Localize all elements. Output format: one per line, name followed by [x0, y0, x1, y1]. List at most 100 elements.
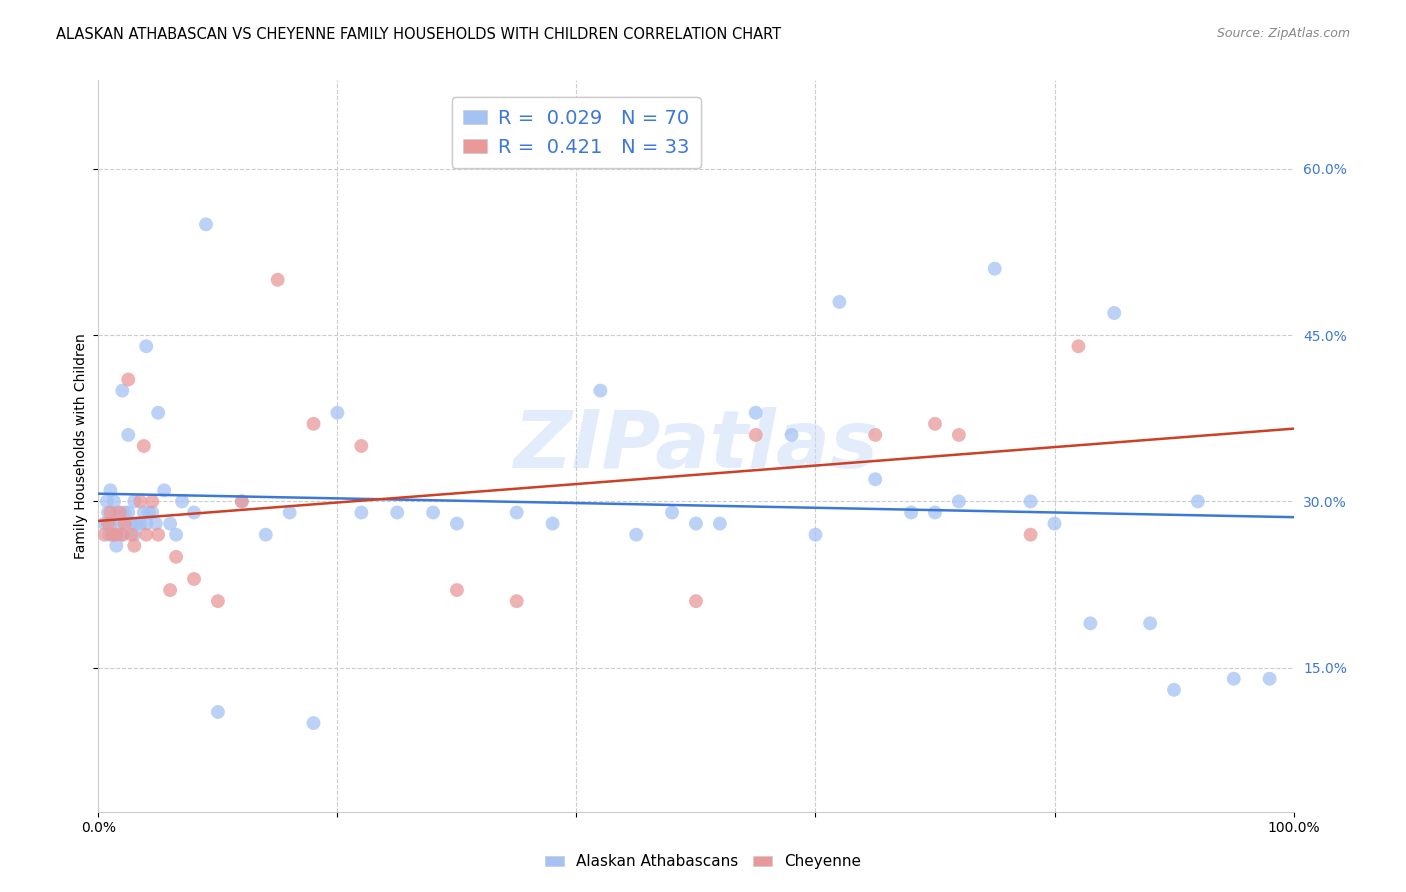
Point: [114, 516, 136, 531]
Point: [948, 428, 970, 442]
Point: [1104, 306, 1126, 320]
Point: [124, 527, 146, 541]
Point: [98, 527, 121, 541]
Point: [101, 527, 124, 541]
Point: [326, 406, 349, 420]
Point: [148, 527, 170, 541]
Point: [153, 483, 176, 498]
Point: [685, 594, 707, 608]
Point: [129, 494, 152, 508]
Point: [900, 506, 922, 520]
Point: [231, 494, 253, 508]
Point: [422, 506, 444, 520]
Point: [108, 516, 131, 531]
Point: [350, 439, 373, 453]
Point: [97, 516, 120, 531]
Point: [165, 527, 187, 541]
Point: [148, 406, 170, 420]
Point: [506, 594, 529, 608]
Point: [101, 527, 124, 541]
Point: [1223, 672, 1246, 686]
Point: [541, 516, 564, 531]
Point: [924, 417, 946, 431]
Point: [98, 516, 122, 531]
Point: [121, 527, 143, 541]
Point: [1139, 616, 1161, 631]
Point: [207, 594, 229, 608]
Legend: Alaskan Athabascans, Cheyenne: Alaskan Athabascans, Cheyenne: [538, 848, 868, 875]
Y-axis label: Family Households with Children: Family Households with Children: [75, 333, 89, 559]
Point: [506, 506, 529, 520]
Point: [135, 339, 157, 353]
Point: [129, 516, 152, 531]
Point: [183, 572, 205, 586]
Point: [159, 583, 181, 598]
Point: [709, 516, 731, 531]
Text: ALASKAN ATHABASCAN VS CHEYENNE FAMILY HOUSEHOLDS WITH CHILDREN CORRELATION CHART: ALASKAN ATHABASCAN VS CHEYENNE FAMILY HO…: [56, 27, 782, 42]
Point: [865, 428, 887, 442]
Point: [172, 494, 194, 508]
Point: [117, 372, 139, 386]
Point: [138, 506, 160, 520]
Point: [267, 273, 290, 287]
Point: [97, 506, 120, 520]
Point: [96, 494, 118, 508]
Point: [141, 494, 163, 508]
Point: [828, 294, 851, 309]
Point: [105, 506, 128, 520]
Point: [1258, 672, 1281, 686]
Point: [105, 539, 128, 553]
Point: [865, 472, 887, 486]
Text: Source: ZipAtlas.com: Source: ZipAtlas.com: [1216, 27, 1350, 40]
Point: [132, 439, 155, 453]
Point: [661, 506, 683, 520]
Point: [111, 527, 134, 541]
Point: [207, 705, 229, 719]
Point: [984, 261, 1007, 276]
Point: [145, 516, 167, 531]
Point: [125, 516, 148, 531]
Point: [135, 516, 157, 531]
Point: [948, 494, 970, 508]
Point: [132, 506, 155, 520]
Point: [111, 384, 134, 398]
Point: [1187, 494, 1209, 508]
Point: [254, 527, 277, 541]
Point: [93, 527, 115, 541]
Point: [98, 506, 122, 520]
Point: [1019, 527, 1042, 541]
Point: [195, 218, 218, 232]
Point: [108, 506, 131, 520]
Point: [231, 494, 253, 508]
Point: [446, 583, 468, 598]
Point: [1043, 516, 1066, 531]
Point: [103, 494, 125, 508]
Point: [141, 506, 163, 520]
Point: [1067, 339, 1090, 353]
Point: [93, 516, 115, 531]
Point: [117, 506, 139, 520]
Point: [446, 516, 468, 531]
Text: ZIPatlas: ZIPatlas: [513, 407, 879, 485]
Point: [350, 506, 373, 520]
Point: [302, 716, 325, 731]
Point: [745, 428, 768, 442]
Point: [124, 494, 146, 508]
Point: [745, 406, 768, 420]
Point: [780, 428, 803, 442]
Point: [385, 506, 409, 520]
Point: [117, 428, 139, 442]
Point: [114, 506, 136, 520]
Point: [159, 516, 181, 531]
Point: [98, 483, 122, 498]
Point: [124, 539, 146, 553]
Point: [804, 527, 827, 541]
Point: [1163, 682, 1185, 697]
Point: [626, 527, 648, 541]
Point: [165, 549, 187, 564]
Point: [685, 516, 707, 531]
Point: [589, 384, 612, 398]
Point: [135, 527, 157, 541]
Point: [470, 128, 492, 143]
Point: [1019, 494, 1042, 508]
